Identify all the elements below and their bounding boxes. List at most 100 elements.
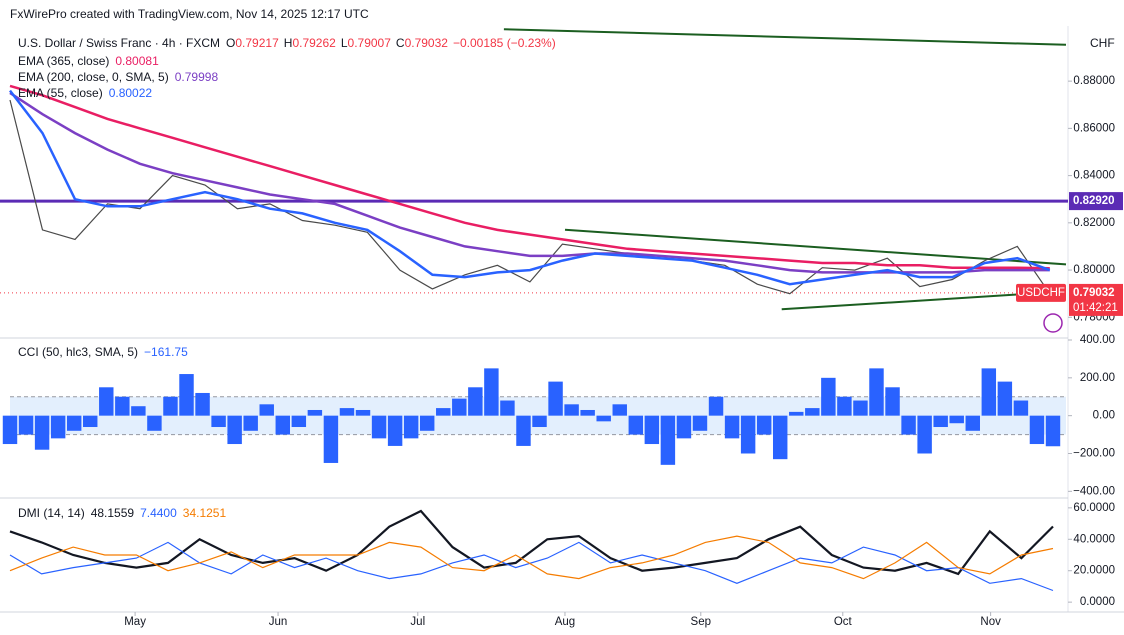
bar [179,374,194,416]
bar [789,411,804,416]
legend-value: 34.1251 [183,506,227,520]
bar [933,415,948,428]
bar [307,409,323,416]
bar [195,392,210,416]
trend-line [564,228,1067,266]
trend-line [503,28,1067,46]
bar [163,396,178,416]
chart-title: DMI (14, 14) [18,506,85,520]
level-label-box [1069,192,1123,211]
x-tick-label: Nov [980,616,1001,628]
bar [403,415,419,439]
x-tick-label: Jul [410,616,425,628]
bar [147,415,162,431]
y-tick-label: 0.00 [1093,410,1115,422]
chart-title: U.S. Dollar / Swiss Franc · 4h · FXCM [18,36,220,50]
bar [724,415,740,439]
bar [532,415,547,428]
bar [548,381,563,416]
bar [644,415,660,445]
bar [211,415,226,428]
ohlc-label: L [341,36,348,50]
watermark: FxWirePro created with TradingView.com, … [10,7,369,21]
y-tick-label: 200.00 [1080,372,1115,384]
legend-value: 7.4400 [140,506,177,520]
bar [243,415,258,431]
legend-name: EMA (55, close) [18,86,103,100]
y-tick-label: 40.0000 [1073,533,1115,545]
y-tick-label: 20.0000 [1073,565,1115,577]
bar [965,415,980,431]
bar [612,404,627,416]
bar [500,400,515,416]
legend: DMI (14, 14) 48.1559 7.4400 34.1251 [18,506,226,520]
y-tick-label: −200.00 [1073,448,1115,460]
y-tick-label: 0.88000 [1073,75,1115,87]
x-tick-label: Jun [269,616,288,628]
bar [291,415,307,428]
bar [1045,415,1061,447]
series-line [9,535,1054,580]
ohlc-value: 0.79032 [405,36,449,50]
bar [468,387,483,416]
bar [34,415,50,450]
bar [580,409,595,416]
ohlc-label: C [396,36,405,50]
bar [564,404,579,416]
bar [981,368,997,416]
ohlc-label: H [284,36,293,50]
series-line [9,89,1051,286]
bar [436,408,451,416]
bar [259,404,274,416]
price-box [1069,283,1123,316]
legend-entry: EMA (365, close) 0.80081 [18,54,159,68]
y-tick-label: 0.84000 [1073,170,1115,182]
bar [1029,415,1045,445]
bar [997,381,1013,416]
bar [227,415,242,445]
bar [837,396,852,416]
price-label: 0.79032 [1073,287,1115,299]
legend-name: EMA (200, close, 0, SMA, 5) [18,70,169,84]
ohlc-value: 0.79217 [235,36,279,50]
bar [2,415,18,445]
bar [740,415,756,454]
legend-value: −161.75 [144,345,188,359]
y-tick-label: 60.0000 [1073,502,1115,514]
trend-line [781,291,1050,311]
bar [596,415,611,422]
bar [371,415,387,439]
bar [115,396,130,416]
ohlc-value: 0.79262 [292,36,336,50]
bar [275,415,291,435]
ohlc-label: O [226,36,235,50]
legend-name: EMA (365, close) [18,54,109,68]
series-line [9,541,1054,592]
bar [772,415,788,460]
bar [18,415,34,435]
bar [452,398,467,416]
bar [901,415,916,435]
bar [853,400,868,416]
ohlc-value: 0.79007 [348,36,392,50]
y-tick-label: 0.82000 [1073,217,1115,229]
legend-value: 0.79998 [175,70,219,84]
bar [805,408,820,416]
bar [869,368,884,416]
bar [885,387,900,416]
bar [355,409,371,416]
bar [756,415,772,435]
y-tick-label: 0.0000 [1080,596,1115,608]
series-line [9,99,1051,295]
bar [66,415,82,431]
series-line [9,84,1050,270]
bar [419,415,435,431]
change: −0.00185 (−0.23%) [453,36,556,50]
bar [949,415,964,424]
level-label: 0.82920 [1073,195,1115,207]
bar [516,415,531,446]
y-tick-label: 0.86000 [1073,122,1115,134]
countdown-label: 01:42:21 [1073,302,1118,314]
bar [708,396,724,416]
